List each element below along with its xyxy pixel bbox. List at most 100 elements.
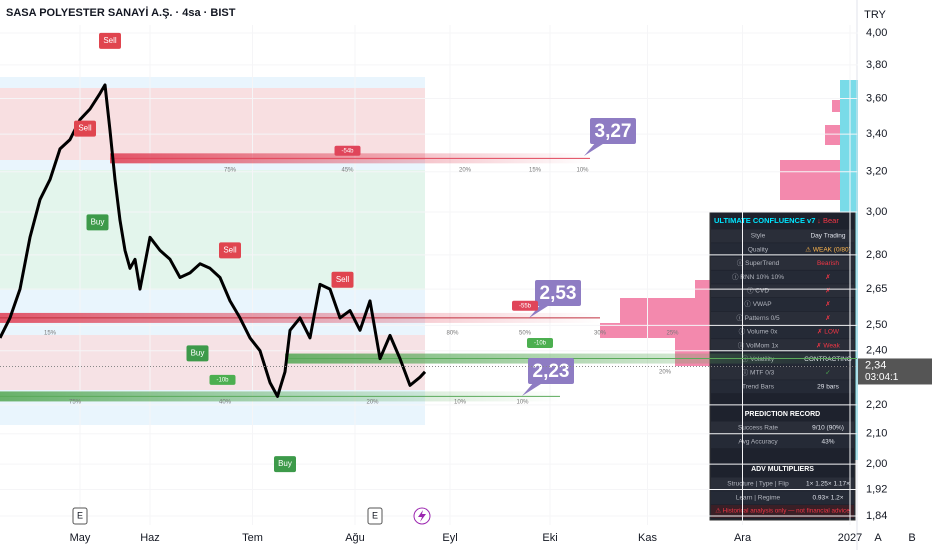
currency[interactable]: TRY (864, 9, 886, 21)
y-tick-label: 1,84 (866, 510, 887, 522)
panel-signal: ↓ Bear (817, 216, 839, 225)
signal-box (331, 271, 354, 288)
panel-value: ✓ (825, 370, 830, 377)
callout-tail (584, 142, 606, 156)
signal-label: Buy (191, 348, 205, 357)
pct-label: 10% (454, 400, 467, 406)
panel-value: ⚠ WEAK (0/80) (805, 245, 851, 253)
signal-label: Sell (103, 36, 117, 45)
pct-label: 20% (366, 400, 379, 406)
callout (535, 280, 581, 306)
signal-label: Sell (78, 124, 92, 133)
axis-button[interactable]: B (908, 532, 915, 544)
panel-key: Learn | Regime (736, 494, 781, 501)
chart-title: SASA POLYESTER SANAYİ A.Ş. · 4sa · BIST (6, 6, 236, 19)
tag-label: -10b (534, 341, 547, 347)
signal-label: Sell (336, 275, 350, 284)
profile-bar (832, 100, 840, 112)
x-tick-label: Ağu (345, 532, 365, 544)
x-tick-label: Ara (734, 532, 752, 544)
panel-value: 9/10 (90%) (812, 425, 844, 432)
y-tick-label: 2,40 (866, 345, 887, 357)
panel-value: 29 bars (817, 383, 839, 390)
profile-bar (840, 80, 858, 210)
countdown: 03:04:1 (865, 372, 899, 383)
callout (528, 358, 574, 384)
panel-key: Success Rate (738, 425, 778, 432)
panel-value: Bearish (817, 260, 839, 267)
last-price-label: 2,34 (865, 359, 886, 371)
y-tick-label: 2,80 (866, 249, 887, 261)
panel-value: ✗ (825, 300, 830, 308)
pct-label: 20% (659, 369, 672, 375)
panel-value: ✗ LOW (817, 328, 840, 336)
event-box (367, 507, 383, 525)
pct-label: 10% (576, 167, 589, 173)
panel-row (711, 284, 854, 298)
panel-section: ADV MULTIPLIERS (751, 466, 814, 473)
panel-value: ✗ (825, 273, 830, 281)
event-label: E (372, 510, 378, 520)
x-tick-label: Kas (638, 532, 657, 544)
pct-label: 40% (219, 400, 232, 406)
event-box (72, 507, 88, 525)
pct-label: 30% (594, 330, 607, 336)
panel-row (711, 380, 854, 394)
panel-row (711, 366, 854, 380)
signal-label: Buy (91, 218, 105, 227)
pct-label: 80% (446, 330, 459, 336)
axis-button[interactable]: A (874, 532, 882, 544)
panel-value: ✗ Weak (816, 341, 840, 349)
panel-row (711, 477, 854, 491)
tag-label: -10b (216, 377, 229, 383)
signal-box (219, 242, 241, 259)
y-tick-label: 1,92 (866, 483, 887, 495)
y-tick-label: 2,50 (866, 319, 887, 331)
flash-icon (418, 510, 426, 522)
panel-key: Quality (748, 246, 769, 253)
tag-box (209, 374, 236, 385)
panel-key: Structure | Type | Flip (727, 481, 789, 488)
panel-row (711, 270, 854, 284)
y-tick-label: 3,40 (866, 128, 887, 140)
pct-label: 25% (666, 330, 679, 336)
event-label: E (77, 510, 83, 520)
panel-section: PREDICTION RECORD (745, 411, 820, 418)
x-tick-label: Tem (242, 532, 263, 544)
panel-value: 1× 1.25× 1.17× (806, 481, 850, 488)
price-line (0, 83, 427, 398)
x-tick-label: Haz (140, 532, 160, 544)
pct-label: 20% (459, 167, 472, 173)
y-tick-label: 3,00 (866, 206, 887, 218)
panel-key: ⓘ VolMom 1x (738, 341, 779, 349)
y-tick-label: 2,00 (866, 458, 887, 470)
signal-box (186, 345, 209, 362)
pct-label: 15% (44, 330, 57, 336)
tag-box (527, 338, 553, 349)
panel-row (711, 339, 854, 353)
profile-bar (825, 125, 840, 145)
panel-row (711, 298, 854, 311)
panel-row (711, 229, 854, 243)
callout-tail (522, 382, 544, 396)
pct-label: 75% (69, 400, 82, 406)
y-tick-label: 2,10 (866, 428, 887, 440)
x-tick-label: Eyl (442, 532, 457, 544)
y-tick-label: 3,80 (866, 59, 887, 71)
tag-label: -54b (341, 148, 354, 154)
last-price-box (858, 358, 932, 385)
panel-row (711, 243, 854, 257)
confluence-panel: ULTIMATE CONFLUENCE v7 ↓ Bear Style Day Tra… (709, 211, 856, 521)
x-tick-label: 2027 (838, 532, 862, 544)
panel-key: ⓘ SuperTrend (737, 259, 780, 267)
pct-label: 75% (224, 167, 237, 173)
panel-row (711, 311, 854, 325)
panel-key: Style (751, 233, 766, 240)
y-tick-label: 2,20 (866, 399, 887, 411)
panel-value: 0.93× 1.2× (812, 494, 843, 501)
panel-key: ⓘ Patterns 0/5 (736, 314, 780, 322)
panel-value: ✗ (825, 314, 830, 322)
panel-footer-bg (711, 505, 854, 518)
